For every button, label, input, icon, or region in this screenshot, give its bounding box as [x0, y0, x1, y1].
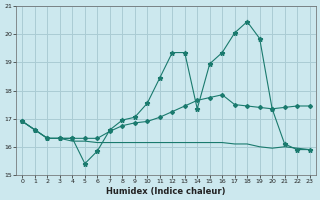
X-axis label: Humidex (Indice chaleur): Humidex (Indice chaleur): [106, 187, 226, 196]
